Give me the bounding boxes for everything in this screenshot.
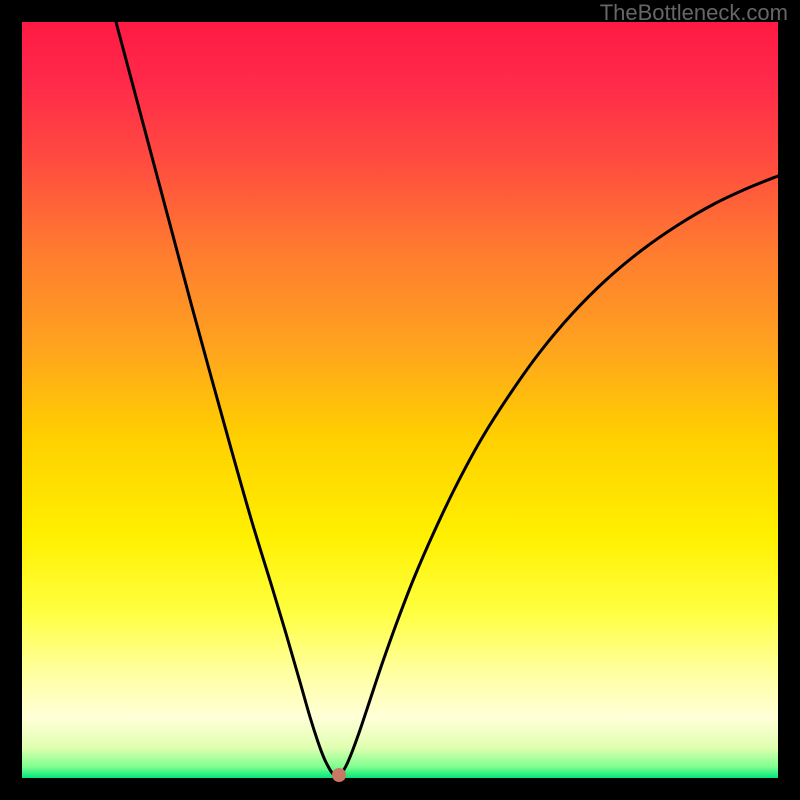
watermark-text: TheBottleneck.com [600, 0, 788, 26]
curve-line [22, 22, 778, 778]
plot-area [22, 22, 778, 778]
minimum-marker [332, 768, 346, 782]
chart-container: TheBottleneck.com [0, 0, 800, 800]
